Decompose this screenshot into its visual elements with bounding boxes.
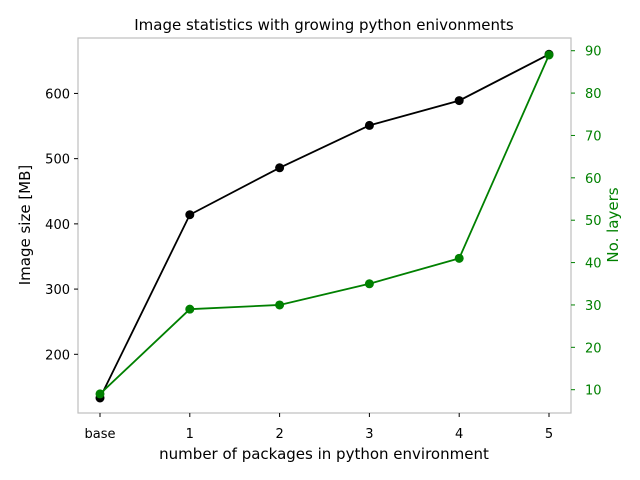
data-point-size xyxy=(364,120,374,130)
data-point-layers xyxy=(95,389,105,399)
x-tick-label: 5 xyxy=(545,427,553,442)
data-point-layers xyxy=(544,50,554,60)
data-point-layers xyxy=(185,304,195,314)
right-tick-label: 40 xyxy=(585,257,602,272)
right-axis-label: No. layers xyxy=(604,187,622,262)
data-point-size xyxy=(454,96,464,106)
x-tick-label: 3 xyxy=(365,427,373,442)
right-tick-label: 60 xyxy=(585,172,602,187)
series-layer xyxy=(95,49,554,403)
right-axis-ticks: 10 20 30 40 50 60 70 80 90 xyxy=(571,45,602,399)
data-point-size xyxy=(185,210,195,220)
data-point-layers xyxy=(454,253,464,263)
data-point-layers xyxy=(275,300,285,310)
data-point-size xyxy=(275,163,285,173)
left-tick-label: 500 xyxy=(45,153,70,168)
x-axis-label: number of packages in python environment xyxy=(159,445,489,463)
x-tick-label: 4 xyxy=(455,427,463,442)
series-line-size xyxy=(99,53,550,399)
series-line-layers xyxy=(99,54,550,395)
right-tick-label: 50 xyxy=(585,214,602,229)
right-tick-label: 90 xyxy=(585,45,602,60)
data-point-layers xyxy=(364,279,374,289)
x-tick-label: base xyxy=(85,427,116,442)
left-axis-label: Image size [MB] xyxy=(16,165,34,286)
left-tick-label: 200 xyxy=(45,348,70,363)
x-tick-label: 2 xyxy=(275,427,283,442)
x-axis-ticks: base 1 2 3 4 5 xyxy=(85,413,553,442)
right-tick-label: 70 xyxy=(585,129,602,144)
left-axis-ticks: 200 300 400 500 600 xyxy=(45,87,78,363)
right-tick-label: 80 xyxy=(585,87,602,102)
left-tick-label: 600 xyxy=(45,87,70,102)
left-tick-label: 300 xyxy=(45,283,70,298)
right-tick-label: 10 xyxy=(585,384,602,399)
right-tick-label: 30 xyxy=(585,299,602,314)
x-tick-label: 1 xyxy=(186,427,194,442)
plot-frame xyxy=(77,37,572,414)
right-tick-label: 20 xyxy=(585,341,602,356)
chart-title: Image statistics with growing python eni… xyxy=(134,16,514,34)
left-tick-label: 400 xyxy=(45,218,70,233)
